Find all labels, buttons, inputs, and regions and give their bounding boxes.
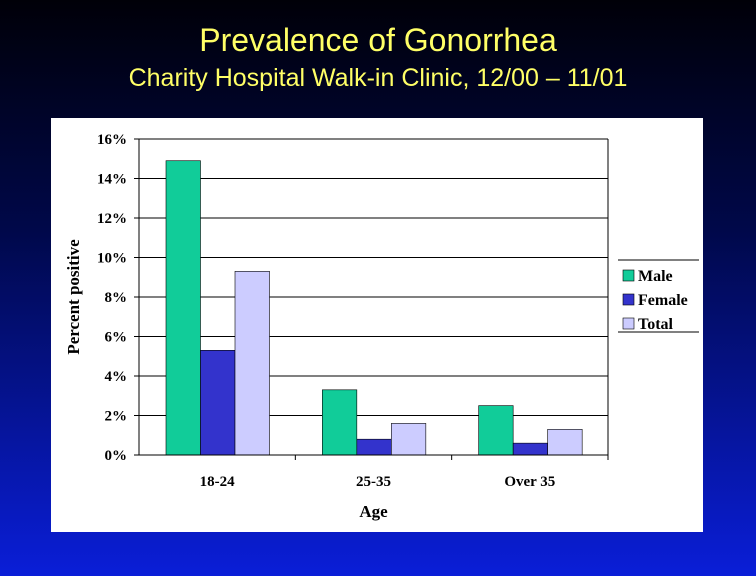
bar-chart: 0% 2% 4% 6% 8% 10% 12% 14% 16% 18-24 25-35 Over 35 A… xyxy=(64,132,699,521)
x-tick-label: 18-24 xyxy=(200,474,235,490)
bar-female-25-35 xyxy=(356,438,392,456)
y-tick-label: 4% xyxy=(105,369,128,385)
y-tick-label: 14% xyxy=(97,172,127,188)
x-tick-label: Over 35 xyxy=(504,474,555,490)
legend-swatch-total xyxy=(622,317,635,330)
slide-title: Prevalence of Gonorrhea xyxy=(199,22,557,58)
bar-total-over-35 xyxy=(547,429,583,456)
legend-label-male: Male xyxy=(638,268,673,285)
x-axis-title: Age xyxy=(359,502,388,521)
y-tick-label: 0% xyxy=(105,448,128,464)
y-tick-label: 12% xyxy=(97,211,127,227)
x-tick-label: 25-35 xyxy=(356,474,391,490)
bar-total-18-24 xyxy=(234,271,270,456)
bar-female-18-24 xyxy=(200,350,236,456)
legend-swatch-female xyxy=(622,293,635,306)
legend-label-total: Total xyxy=(638,316,674,333)
bar-male-25-35 xyxy=(322,389,358,456)
y-tick-label: 8% xyxy=(105,290,128,306)
y-tick-label: 16% xyxy=(97,132,127,148)
legend-label-female: Female xyxy=(638,292,688,309)
bar-total-25-35 xyxy=(391,423,427,456)
bar-male-over-35 xyxy=(478,405,514,456)
y-tick-label: 6% xyxy=(105,330,128,346)
y-axis-title: Percent positive xyxy=(64,239,83,355)
y-tick-label: 10% xyxy=(97,251,127,267)
legend-swatch-male xyxy=(622,269,635,282)
y-tick-label: 2% xyxy=(105,409,128,425)
chart-panel: 0% 2% 4% 6% 8% 10% 12% 14% 16% 18-24 25-35 Over 35 A… xyxy=(51,118,703,532)
slide-subtitle: Charity Hospital Walk-in Clinic, 12/00 –… xyxy=(128,64,628,92)
bar-male-18-24 xyxy=(165,160,201,456)
bar-female-over-35 xyxy=(512,442,548,456)
